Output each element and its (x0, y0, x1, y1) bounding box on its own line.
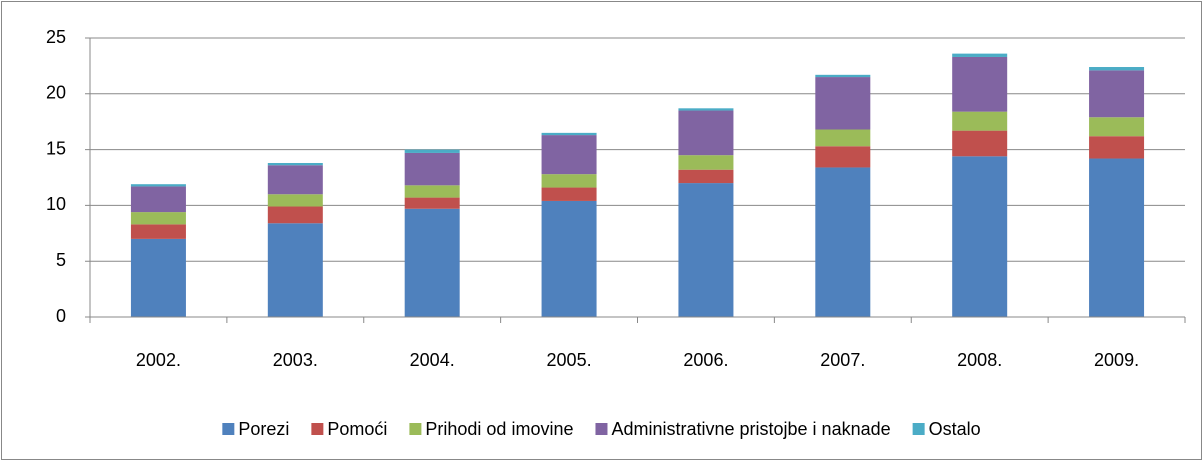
bar-segment (267, 165, 323, 195)
bar-segment (130, 224, 186, 239)
x-tick-label: 2009. (1094, 350, 1139, 370)
x-tick-label: 2003. (273, 350, 318, 370)
bar-segment (678, 110, 734, 156)
bar-segment (678, 155, 734, 170)
bar-segment (541, 200, 597, 317)
legend-label: Prihodi od imovine (425, 419, 573, 439)
bar-segment (678, 183, 734, 317)
x-tick-label: 2006. (683, 350, 728, 370)
bar-segment (952, 53, 1008, 57)
y-tick-label: 0 (56, 306, 66, 326)
legend-swatch (409, 423, 422, 435)
bar-segment (404, 197, 460, 209)
bar-segment (815, 146, 871, 168)
bar-segment (1089, 117, 1145, 137)
x-tick-label: 2002. (136, 350, 181, 370)
bar-segment (1089, 158, 1145, 317)
legend-label: Porezi (238, 419, 289, 439)
legend-swatch (222, 423, 235, 435)
bar-segment (130, 212, 186, 225)
bar-segment (130, 186, 186, 213)
bar-segment (130, 184, 186, 187)
y-tick-label: 15 (46, 138, 66, 158)
x-tick-label: 2005. (547, 350, 592, 370)
bar-segment (541, 132, 597, 136)
bar-segment (1089, 70, 1145, 118)
bar-segment (678, 169, 734, 184)
bar-segment (1089, 136, 1145, 159)
bar-segment (267, 223, 323, 317)
legend-label: Pomoći (327, 419, 387, 439)
bar-segment (952, 111, 1008, 131)
bar-segment (541, 174, 597, 188)
bar-segment (541, 135, 597, 175)
y-tick-label: 25 (46, 27, 66, 47)
bar-segment (678, 108, 734, 111)
x-tick-label: 2008. (957, 350, 1002, 370)
bar-segment (1089, 67, 1145, 71)
bar-segment (952, 56, 1008, 112)
y-tick-label: 5 (56, 250, 66, 270)
bar-segment (952, 130, 1008, 157)
bar-segment (815, 129, 871, 147)
bar-segment (130, 238, 186, 317)
bar-segment (404, 149, 460, 153)
x-tick-label: 2007. (820, 350, 865, 370)
bar-segment (267, 206, 323, 224)
legend-label: Ostalo (929, 419, 981, 439)
bar-segment (815, 77, 871, 130)
bar-segment (267, 194, 323, 207)
bar-segment (404, 208, 460, 317)
legend-swatch (311, 423, 324, 435)
bar-segment (815, 74, 871, 78)
y-tick-label: 20 (46, 83, 66, 103)
bar-segment (267, 162, 323, 166)
bar-segment (404, 185, 460, 198)
y-tick-label: 10 (46, 194, 66, 214)
bar-segment (815, 167, 871, 317)
bar-segment (541, 187, 597, 201)
legend-swatch (912, 423, 925, 435)
legend-swatch (595, 423, 608, 435)
x-tick-label: 2004. (410, 350, 455, 370)
bar-segment (404, 152, 460, 186)
bar-segment (952, 156, 1008, 317)
legend-label: Administrativne pristojbe i naknade (611, 419, 890, 439)
